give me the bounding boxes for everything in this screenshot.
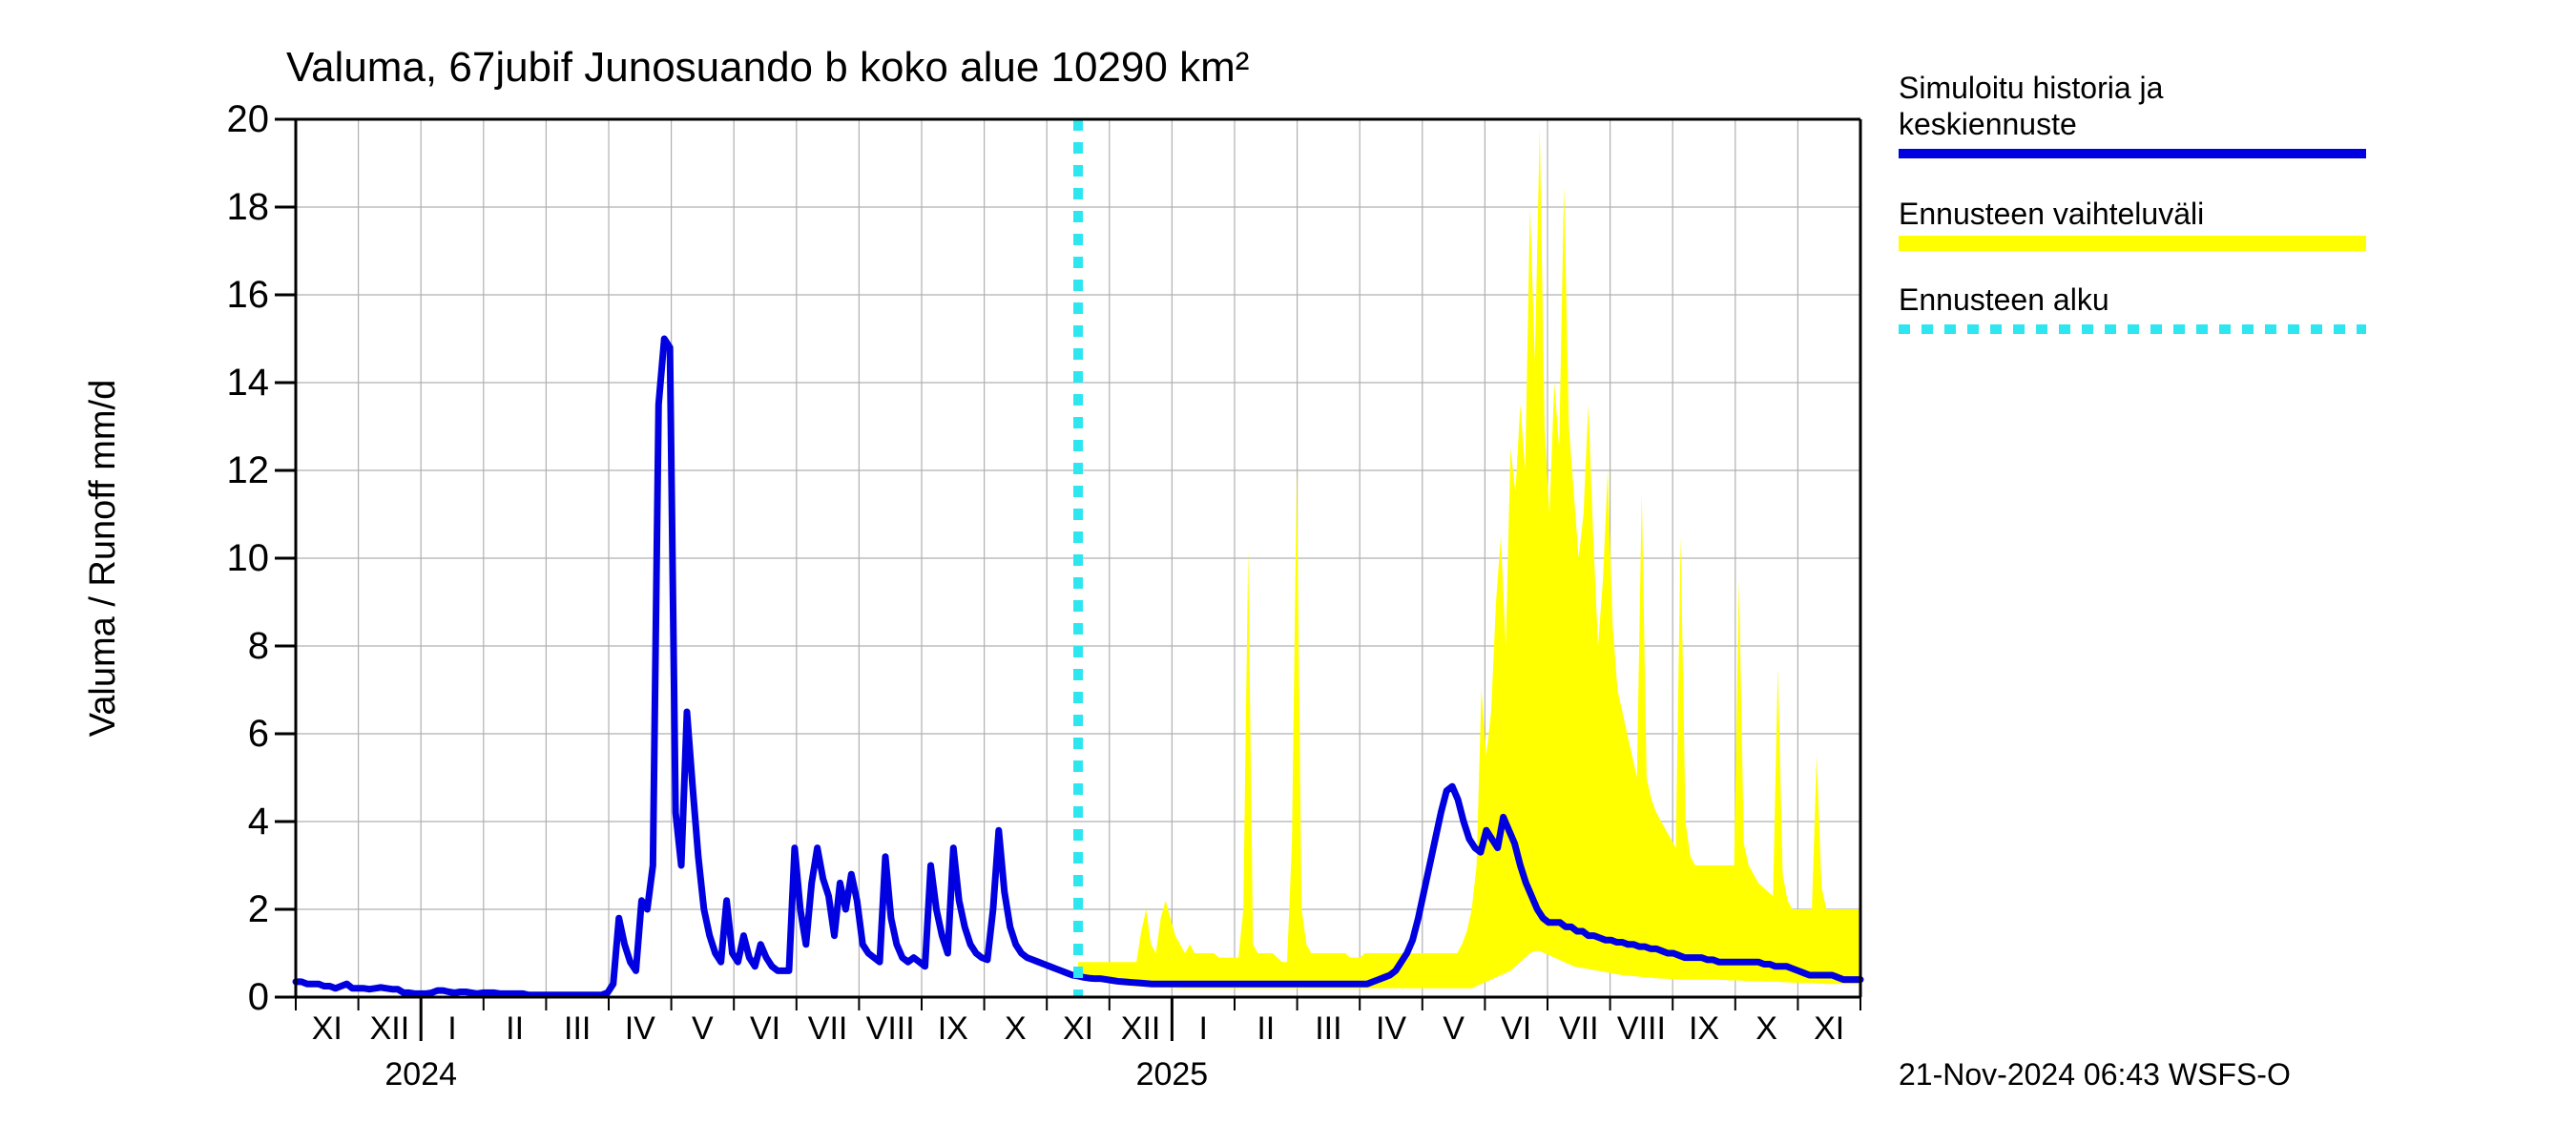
chart-svg: 02468101214161820XIXIIIIIIIIIVVVIVIIVIII… [0,0,2576,1145]
x-month-label: I [1198,1010,1207,1047]
x-month-label: IX [938,1010,968,1047]
x-month-label: X [1005,1010,1027,1047]
y-tick-label: 20 [227,98,270,140]
x-month-label: VIII [866,1010,915,1047]
x-month-label: XII [1121,1010,1161,1047]
x-month-label: VII [808,1010,848,1047]
y-tick-label: 18 [227,186,270,228]
y-tick-label: 4 [248,801,269,843]
x-month-label: VIII [1617,1010,1666,1047]
legend-sim-label-1: Simuloitu historia ja [1899,71,2164,105]
x-month-label: V [1443,1010,1465,1047]
chart-root: 02468101214161820XIXIIIIIIIIIVVVIVIIVIII… [0,0,2576,1145]
y-tick-label: 8 [248,625,269,667]
y-tick-label: 2 [248,888,269,930]
x-month-label: I [447,1010,456,1047]
footer-timestamp: 21-Nov-2024 06:43 WSFS-O [1899,1057,2291,1092]
legend-sim-label-2: keskiennuste [1899,107,2077,141]
legend-range-swatch [1899,236,2366,251]
x-year-label: 2024 [384,1056,457,1093]
x-month-label: VII [1559,1010,1599,1047]
y-axis-label: Valuma / Runoff mm/d [83,380,123,738]
x-month-label: II [1257,1010,1275,1047]
x-month-label: XI [312,1010,343,1047]
legend-start-label: Ennusteen alku [1899,282,2109,317]
x-month-label: V [692,1010,714,1047]
chart-title: Valuma, 67jubif Junosuando b koko alue 1… [286,44,1249,91]
x-month-label: III [1315,1010,1341,1047]
x-month-label: III [564,1010,591,1047]
y-tick-label: 10 [227,537,270,579]
y-axis-label-group: Valuma / Runoff mm/d [83,380,123,738]
y-tick-label: 6 [248,713,269,755]
x-month-label: IX [1689,1010,1719,1047]
x-month-label: IV [625,1010,655,1047]
y-tick-label: 0 [248,976,269,1018]
x-year-label: 2025 [1136,1056,1209,1093]
x-month-label: XI [1814,1010,1844,1047]
y-tick-label: 14 [227,362,270,404]
y-tick-label: 12 [227,449,270,491]
x-month-label: X [1755,1010,1777,1047]
x-month-label: II [506,1010,524,1047]
x-month-label: XI [1063,1010,1093,1047]
x-month-label: VI [750,1010,780,1047]
x-month-label: XII [370,1010,410,1047]
y-tick-label: 16 [227,274,270,316]
x-month-label: IV [1376,1010,1406,1047]
legend-range-label: Ennusteen vaihteluväli [1899,197,2204,231]
x-month-label: VI [1501,1010,1531,1047]
